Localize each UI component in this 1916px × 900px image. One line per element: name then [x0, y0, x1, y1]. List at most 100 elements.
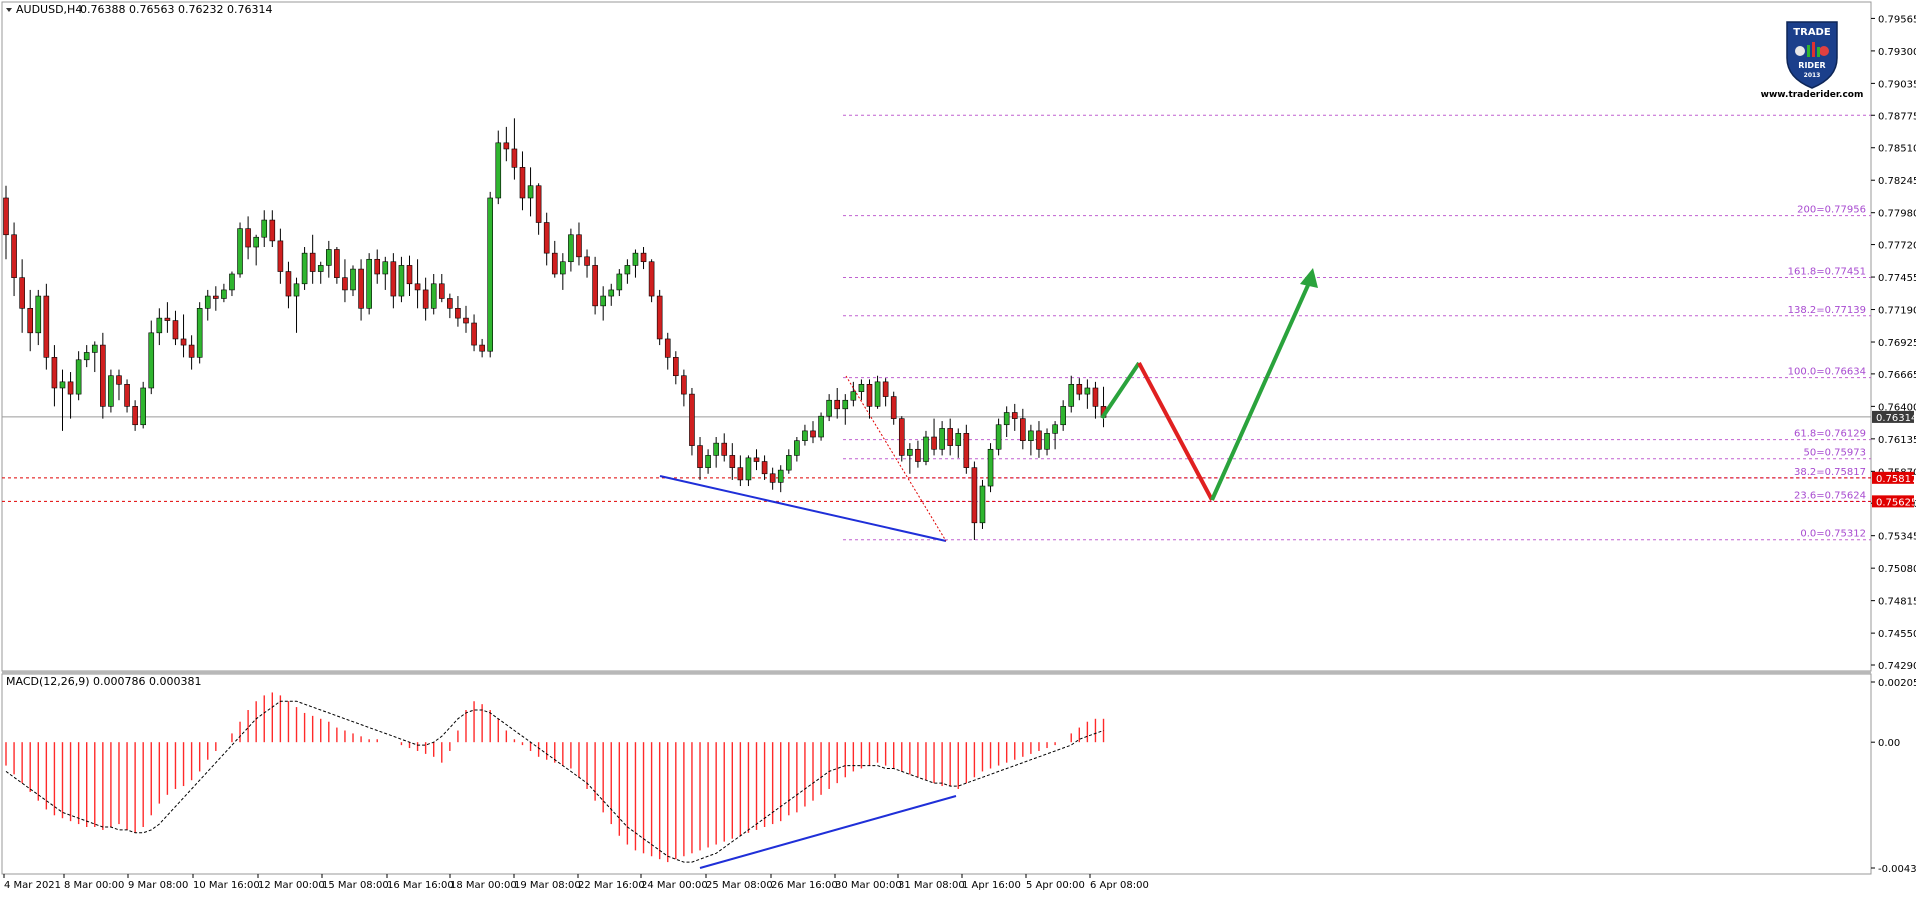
y-tick-label: 0.77190 — [1878, 306, 1916, 317]
price-tag-box — [1872, 495, 1914, 508]
bear-candle — [463, 317, 469, 324]
bear-icon — [1819, 46, 1829, 56]
bull-candle — [713, 442, 719, 456]
bull-candle — [237, 228, 243, 275]
bear-candle — [769, 473, 776, 483]
bull-candle — [777, 469, 784, 483]
bear-candle — [277, 240, 284, 272]
bear-candle — [3, 197, 9, 236]
x-tick-label: 30 Mar 00:00 — [835, 880, 902, 891]
logo-line1: TRADE — [1793, 27, 1831, 38]
bull-candle — [487, 197, 494, 352]
bull-candle — [366, 258, 372, 309]
bull-candle — [624, 265, 631, 275]
x-tick-label: 1 Apr 16:00 — [962, 880, 1021, 891]
x-tick-label: 12 Mar 00:00 — [258, 880, 325, 891]
y-tick-label: 0.76925 — [1878, 338, 1916, 349]
bear-candle — [947, 428, 953, 446]
bull-candle — [527, 185, 534, 199]
bull-candle — [196, 308, 203, 358]
y-tick-label: 0.74815 — [1878, 597, 1916, 608]
price-tag-box — [1872, 471, 1914, 484]
y-tick-label: 0.75345 — [1878, 532, 1916, 543]
x-tick-label: 15 Mar 08:00 — [322, 880, 389, 891]
y-tick-label: 0.78775 — [1878, 111, 1916, 122]
bear-candle — [890, 396, 897, 419]
bear-candle — [640, 252, 647, 263]
fib-level-label: 50=0.75973 — [1804, 448, 1866, 459]
bear-candle — [447, 298, 453, 309]
bear-candle — [27, 308, 34, 334]
price-tag-box — [1872, 410, 1914, 423]
bull-candle — [560, 261, 566, 275]
bull-candle — [1044, 433, 1050, 450]
projection-down-leg — [1137, 362, 1214, 501]
bear-candle — [898, 418, 905, 456]
y-tick-label: 0.78510 — [1878, 144, 1916, 155]
bull-candle — [301, 252, 308, 285]
bull-candle — [495, 142, 502, 199]
macd-y-tick-label: 0.00 — [1878, 738, 1900, 749]
bear-candle — [543, 222, 550, 254]
bear-candle — [834, 399, 841, 410]
fib-level-label: 200=0.77956 — [1797, 205, 1866, 216]
price-tag-label: 0.75625 — [1876, 497, 1916, 508]
bull-candle — [826, 399, 832, 417]
bear-candle — [67, 381, 74, 395]
bull-candle — [794, 440, 800, 456]
bear-candle — [971, 467, 978, 524]
bear-candle — [753, 457, 760, 462]
bull-candle — [91, 344, 98, 353]
bear-candle — [761, 461, 768, 475]
x-tick-label: 16 Mar 16:00 — [387, 880, 454, 891]
x-tick-label: 26 Mar 16:00 — [771, 880, 838, 891]
bear-candle — [245, 228, 251, 248]
bull-candle — [874, 381, 881, 407]
y-tick-label: 0.77980 — [1878, 209, 1916, 220]
bull-candle — [1003, 412, 1010, 426]
bear-candle — [455, 308, 461, 319]
bear-candle — [374, 258, 381, 275]
bear-candle — [535, 185, 542, 223]
bear-candle — [132, 406, 138, 426]
bull-candle — [842, 399, 849, 410]
bear-candle — [438, 283, 445, 299]
fibonacci-levels: 0.0=0.75312 23.6=0.75624 38.2=0.75817 50=0.… — [843, 114, 1871, 541]
bear-candle — [681, 375, 687, 395]
macd-signal-line — [5, 700, 1104, 863]
x-tick-label: 9 Mar 08:00 — [128, 880, 188, 891]
bull-candle — [939, 428, 945, 450]
bear-candle — [285, 271, 292, 297]
x-tick-label: 5 Apr 00:00 — [1026, 880, 1085, 891]
bear-candle — [269, 219, 276, 242]
price-tag-label: 0.75817 — [1876, 474, 1916, 485]
bull-candle — [1028, 430, 1034, 441]
bull-candle — [350, 268, 356, 291]
bear-candle — [43, 295, 50, 358]
bull-candle — [632, 252, 639, 266]
trade-rider-logo: TRADE RIDER 2013 www.traderider.com — [1761, 21, 1864, 100]
x-tick-label: 31 Mar 08:00 — [898, 880, 965, 891]
bear-candle — [1092, 387, 1099, 407]
fib-level-label: 61.8=0.76129 — [1794, 429, 1866, 440]
bull-candle — [148, 332, 155, 389]
bear-candle — [1011, 412, 1018, 419]
x-tick-label: 19 Mar 08:00 — [514, 880, 581, 891]
dropdown-triangle-icon[interactable] — [6, 8, 12, 12]
logo-url: www.traderider.com — [1761, 90, 1864, 100]
bear-candle — [584, 256, 590, 266]
bear-candle — [471, 322, 477, 346]
macd-y-tick-label: 0.002058 — [1878, 678, 1916, 689]
bear-candle — [689, 393, 695, 446]
x-tick-label: 8 Mar 00:00 — [64, 880, 124, 891]
bear-candle — [11, 234, 17, 278]
bull-candle — [35, 295, 42, 334]
bull-candle — [850, 391, 857, 401]
bull-candle — [608, 289, 615, 297]
bull-candle — [140, 387, 146, 426]
bull-candle — [1084, 387, 1091, 395]
bull-candle — [1060, 406, 1066, 426]
macd-label: MACD(12,26,9) 0.000786 0.000381 — [6, 675, 202, 688]
